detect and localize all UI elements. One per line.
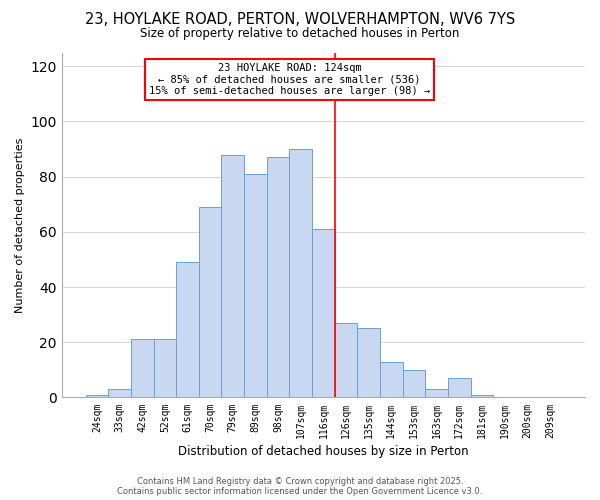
- Bar: [403, 370, 425, 398]
- Bar: [199, 207, 221, 398]
- Bar: [312, 229, 335, 398]
- Bar: [221, 154, 244, 398]
- Bar: [470, 394, 493, 398]
- X-axis label: Distribution of detached houses by size in Perton: Distribution of detached houses by size …: [178, 444, 469, 458]
- Text: Size of property relative to detached houses in Perton: Size of property relative to detached ho…: [140, 28, 460, 40]
- Bar: [244, 174, 267, 398]
- Bar: [335, 323, 358, 398]
- Bar: [154, 340, 176, 398]
- Bar: [131, 340, 154, 398]
- Text: 23, HOYLAKE ROAD, PERTON, WOLVERHAMPTON, WV6 7YS: 23, HOYLAKE ROAD, PERTON, WOLVERHAMPTON,…: [85, 12, 515, 28]
- Bar: [267, 158, 289, 398]
- Bar: [289, 149, 312, 398]
- Bar: [425, 389, 448, 398]
- Text: 23 HOYLAKE ROAD: 124sqm
← 85% of detached houses are smaller (536)
15% of semi-d: 23 HOYLAKE ROAD: 124sqm ← 85% of detache…: [149, 63, 430, 96]
- Bar: [86, 394, 108, 398]
- Bar: [380, 362, 403, 398]
- Bar: [176, 262, 199, 398]
- Bar: [358, 328, 380, 398]
- Bar: [108, 389, 131, 398]
- Text: Contains HM Land Registry data © Crown copyright and database right 2025.
Contai: Contains HM Land Registry data © Crown c…: [118, 476, 482, 496]
- Bar: [448, 378, 470, 398]
- Y-axis label: Number of detached properties: Number of detached properties: [15, 138, 25, 312]
